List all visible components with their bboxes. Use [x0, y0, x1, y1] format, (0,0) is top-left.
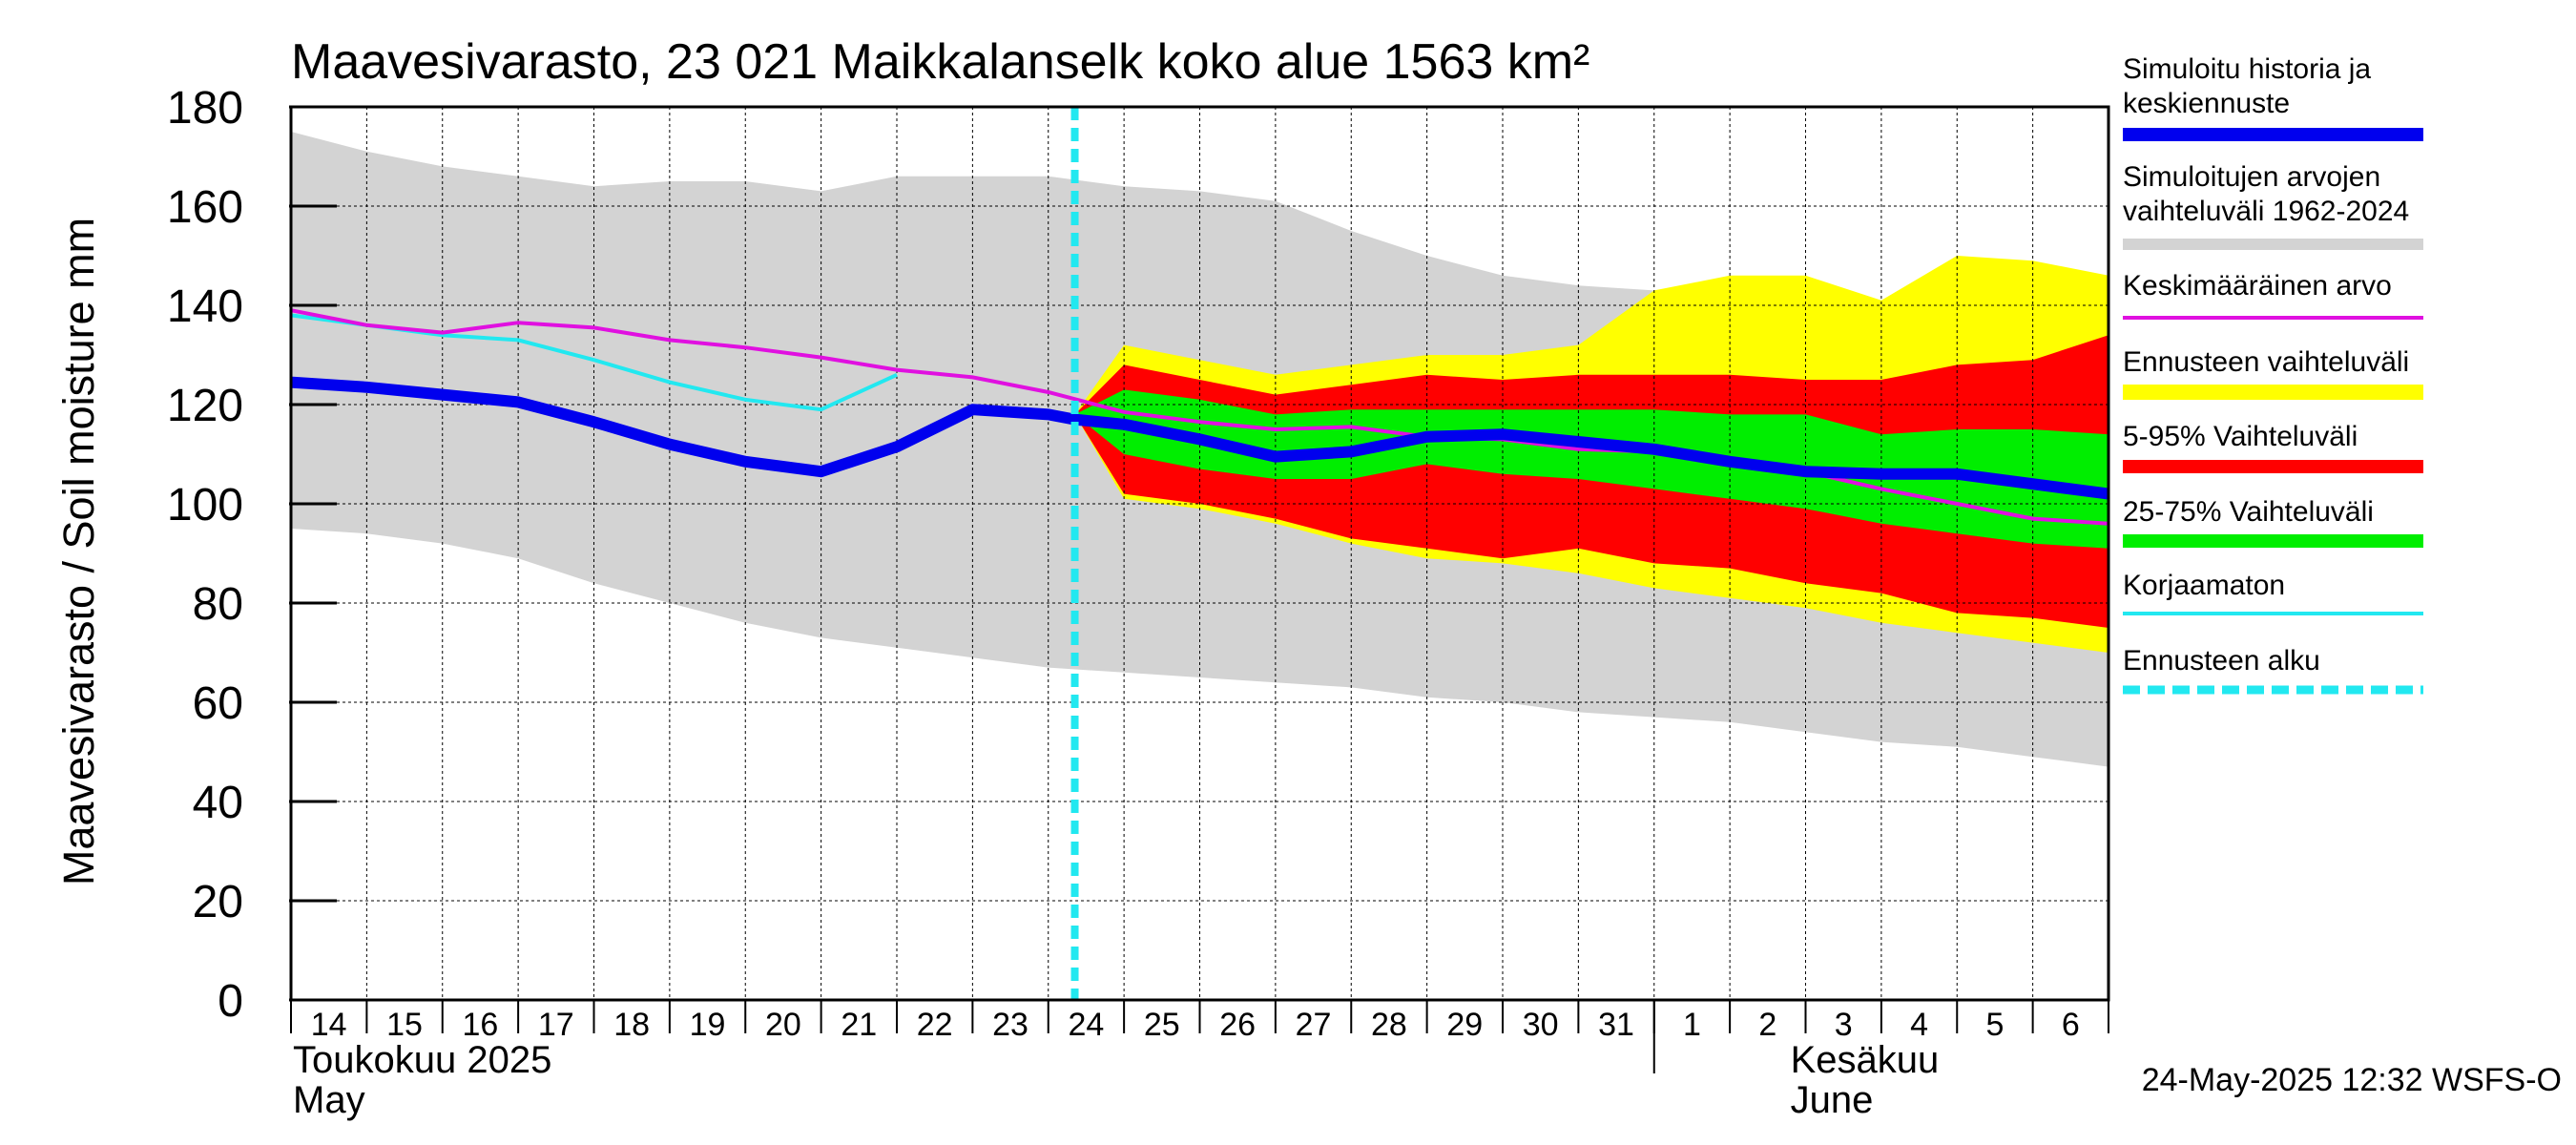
legend-label: Ennusteen vaihteluväli [2123, 346, 2409, 378]
legend-label: Simuloitu historia ja [2123, 53, 2371, 85]
timestamp: 24-May-2025 12:32 WSFS-O [2142, 1062, 2562, 1098]
month-label-fi: Kesäkuu [1791, 1039, 1940, 1081]
x-tick-label: 16 [463, 1007, 499, 1043]
legend-label: Ennusteen alku [2123, 645, 2320, 677]
legend-label: 25-75% Vaihteluväli [2123, 496, 2374, 528]
x-tick-label: 2 [1758, 1007, 1776, 1043]
y-tick-label: 180 [167, 83, 243, 134]
legend-label: keskiennuste [2123, 88, 2290, 119]
y-axis-label: Maavesivarasto / Soil moisture mm [54, 218, 103, 885]
x-tick-label: 22 [917, 1007, 953, 1043]
x-tick-label: 6 [2062, 1007, 2080, 1043]
x-tick-label: 4 [1910, 1007, 1928, 1043]
x-tick-label: 31 [1598, 1007, 1634, 1043]
x-tick-label: 27 [1296, 1007, 1332, 1043]
x-tick-label: 20 [765, 1007, 801, 1043]
x-tick-label: 29 [1446, 1007, 1483, 1043]
chart-title: Maavesivarasto, 23 021 Maikkalanselk kok… [291, 34, 1589, 90]
y-tick-label: 160 [167, 182, 243, 233]
y-tick-label: 100 [167, 480, 243, 531]
x-tick-label: 19 [690, 1007, 726, 1043]
series-history-median-line [290, 376, 2109, 500]
y-tick-label: 80 [193, 579, 243, 630]
x-tick-label: 3 [1835, 1007, 1853, 1043]
plot-area [290, 107, 2109, 1000]
x-tick-label: 25 [1144, 1007, 1180, 1043]
month-label-en: June [1791, 1079, 1874, 1121]
series-5-95-band [1074, 335, 2109, 628]
x-tick-label: 24 [1069, 1007, 1105, 1043]
legend-label: 5-95% Vaihteluväli [2123, 421, 2358, 452]
x-tick-label: 30 [1523, 1007, 1559, 1043]
y-tick-label: 120 [167, 381, 243, 431]
x-tick-label: 15 [386, 1007, 423, 1043]
x-tick-label: 26 [1219, 1007, 1256, 1043]
month-label-en: May [293, 1079, 365, 1121]
y-tick-label: 140 [167, 281, 243, 332]
y-tick-label: 60 [193, 678, 243, 729]
x-tick-label: 18 [613, 1007, 650, 1043]
x-tick-label: 21 [841, 1007, 877, 1043]
x-tick-label: 1 [1683, 1007, 1701, 1043]
month-label-fi: Toukokuu 2025 [293, 1039, 551, 1081]
x-tick-label: 14 [311, 1007, 347, 1043]
x-tick-label: 23 [992, 1007, 1028, 1043]
x-tick-label: 5 [1985, 1007, 2004, 1043]
legend-label: Korjaamaton [2123, 570, 2285, 601]
legend-label: Keskimääräinen arvo [2123, 270, 2392, 302]
y-tick-label: 20 [193, 877, 243, 927]
x-tick-label: 17 [538, 1007, 574, 1043]
legend-label: vaihteluväli 1962-2024 [2123, 196, 2409, 227]
y-tick-label: 0 [218, 976, 243, 1027]
legend-label: Simuloitujen arvojen [2123, 161, 2380, 193]
y-tick-label: 40 [193, 778, 243, 828]
x-tick-label: 28 [1371, 1007, 1407, 1043]
